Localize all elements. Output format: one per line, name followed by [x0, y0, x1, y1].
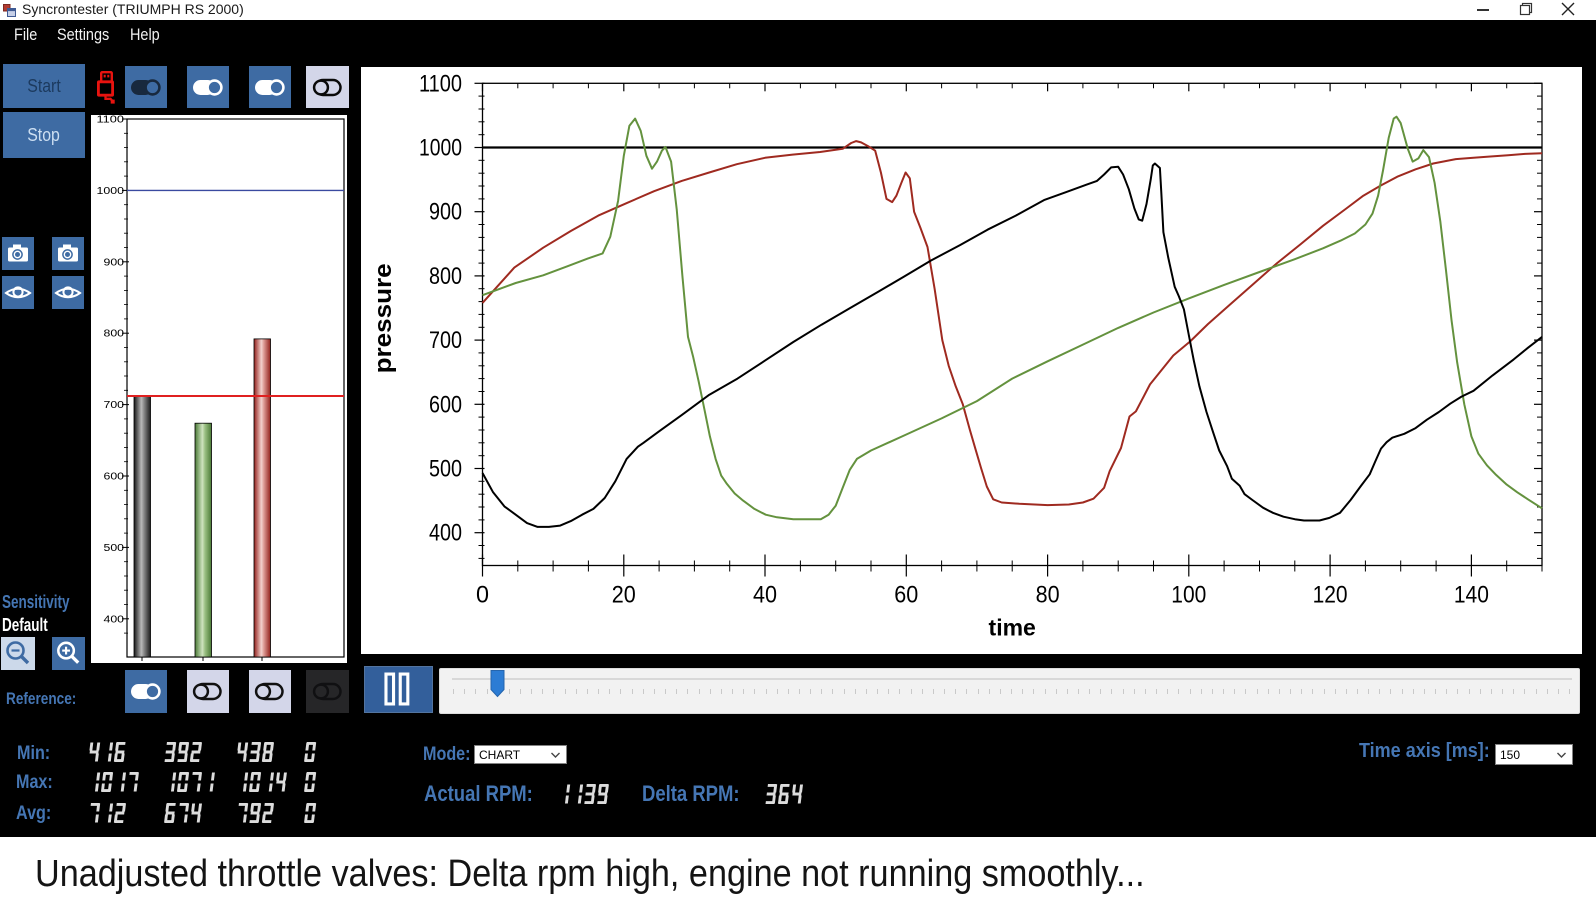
svg-text:120: 120 — [1313, 582, 1348, 609]
svg-text:500: 500 — [104, 543, 125, 554]
svg-text:time: time — [989, 615, 1036, 641]
svg-text:1000: 1000 — [419, 135, 462, 162]
svg-text:400: 400 — [104, 614, 125, 625]
svg-text:800: 800 — [429, 263, 462, 290]
svg-text:60: 60 — [894, 582, 918, 609]
svg-text:500: 500 — [429, 456, 462, 483]
svg-text:1100: 1100 — [419, 70, 462, 97]
svg-text:800: 800 — [104, 329, 125, 340]
svg-text:140: 140 — [1454, 582, 1489, 609]
svg-text:20: 20 — [612, 582, 636, 609]
svg-text:600: 600 — [429, 391, 462, 418]
svg-text:100: 100 — [1171, 582, 1206, 609]
svg-text:80: 80 — [1036, 582, 1060, 609]
svg-text:600: 600 — [104, 472, 125, 483]
svg-text:pressure: pressure — [370, 263, 397, 373]
svg-text:0: 0 — [476, 582, 489, 609]
svg-text:1100: 1100 — [97, 115, 125, 126]
svg-text:1000: 1000 — [97, 186, 125, 197]
svg-text:400: 400 — [429, 520, 462, 547]
svg-text:40: 40 — [753, 582, 777, 609]
svg-text:700: 700 — [429, 327, 462, 354]
svg-text:900: 900 — [429, 199, 462, 226]
svg-text:900: 900 — [104, 257, 125, 268]
svg-text:700: 700 — [104, 400, 125, 411]
